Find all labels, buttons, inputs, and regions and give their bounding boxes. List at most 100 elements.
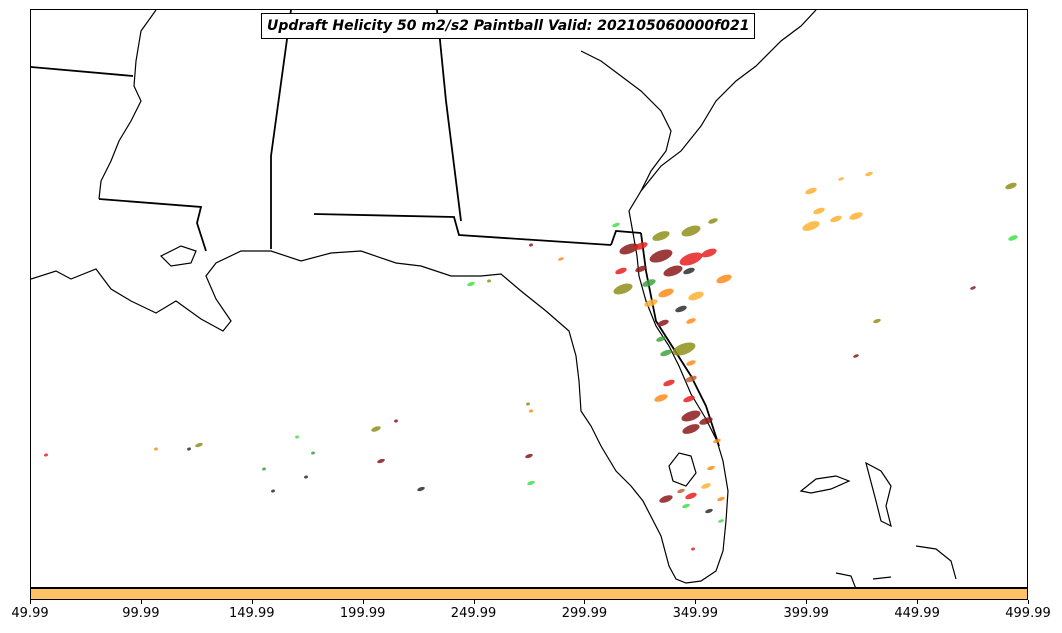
paintball-blob [657, 319, 669, 327]
paintball-blob [295, 435, 299, 439]
paintball-blob [865, 171, 873, 177]
paintball-blob [830, 215, 842, 223]
paintball-blob [619, 243, 639, 255]
colorbar-tick-mark [917, 600, 919, 604]
coastline-atlantic-north [580, 50, 672, 192]
paintball-blob [681, 410, 701, 422]
paintball-blob [377, 458, 385, 464]
paintball-blob [677, 488, 685, 494]
paintball-blob [705, 508, 713, 514]
colorbar-tick-label: 49.99 [11, 606, 49, 621]
paintball-blob [487, 279, 491, 283]
paintball-blob [813, 207, 825, 215]
paintball-blob [849, 212, 863, 220]
coastline-cuba [915, 545, 957, 580]
colorbar-tick-mark [30, 600, 31, 604]
colorbar-tick-mark [251, 600, 253, 604]
paintball-blob [271, 489, 275, 493]
paintball-blob [838, 177, 844, 181]
paintball-blob [529, 409, 533, 413]
colorbar-tick-mark [473, 600, 475, 604]
paintball-blob [675, 305, 687, 313]
paintball-blob [805, 187, 817, 195]
paintball-blob [659, 495, 673, 503]
paintball-blob [526, 402, 530, 406]
paintball-blob [527, 480, 535, 486]
paintball-blob [679, 252, 703, 266]
coastline-bahamas-1 [799, 475, 851, 494]
state-border-fl-east [640, 232, 720, 447]
colorbar-tick-mark [140, 600, 142, 604]
paintball-blob [371, 426, 381, 432]
colorbar-tick-mark [806, 600, 808, 604]
coastline-ms-river [98, 10, 157, 200]
paintball-blob [154, 447, 158, 451]
colorbar-tick-label: 99.99 [122, 606, 160, 621]
colorbar-tick-label: 399.99 [783, 606, 829, 621]
paintball-blob [688, 291, 704, 301]
paintball-blob [717, 496, 725, 502]
colorbar-tick-label: 149.99 [229, 606, 275, 621]
paintball-blob [699, 417, 713, 425]
paintball-blob [660, 349, 672, 357]
paintball-blob [970, 286, 976, 290]
colorbar-tick-label: 349.99 [672, 606, 719, 621]
paintball-blob [394, 419, 398, 423]
state-border-ms-la [98, 198, 207, 252]
paintball-blob [802, 221, 820, 231]
basemap [31, 10, 1018, 587]
paintball-blob [262, 467, 266, 471]
paintball-blob [686, 360, 696, 366]
paintball-blob [1005, 182, 1017, 190]
paintball-blob [644, 299, 658, 307]
colorbar-tick-label: 299.99 [561, 606, 608, 621]
coastline-keys [872, 576, 892, 580]
colorbar-tick-label: 499.99 [1005, 606, 1051, 621]
state-border-ga-fl [610, 230, 642, 246]
paintball-blob [683, 267, 695, 275]
paintball-blob [311, 451, 315, 455]
colorbar-tick-mark [1028, 600, 1029, 604]
lake-okeechobee [668, 452, 697, 487]
paintball-blob [529, 243, 533, 247]
paintball-blob [682, 424, 700, 434]
map-title: Updraft Helicity 50 m2/s2 Paintball Vali… [261, 13, 756, 39]
paintball-blob [853, 354, 859, 358]
paintball-blob [613, 283, 633, 295]
state-border-ms-al-north [31, 66, 134, 77]
paintball-blob [417, 486, 425, 492]
paintball-blob [708, 218, 718, 224]
paintball-blob [681, 225, 701, 237]
state-border-ms-al [270, 10, 292, 249]
paintball-blob [707, 465, 715, 471]
paintball-blob [691, 547, 695, 551]
paintball-blob [635, 265, 647, 273]
paintball-blob [685, 492, 697, 500]
paintball-blob [701, 248, 717, 258]
state-border-al-fl [313, 213, 612, 246]
colorbar-tick-label: 449.99 [894, 606, 940, 621]
paintball-blob [682, 503, 690, 509]
paintball-blob [649, 249, 673, 263]
colorbar [30, 588, 1028, 600]
paintball-blob [634, 242, 648, 250]
colorbar-tick-mark [695, 600, 697, 604]
paintball-blob [44, 453, 48, 457]
lake-pontchartrain [159, 245, 197, 267]
coastline-cuba-2 [835, 572, 856, 587]
map-panel [30, 9, 1028, 588]
colorbar-tick-label: 199.99 [339, 606, 386, 621]
paintball-blob [663, 379, 675, 387]
paintball-blob [642, 279, 656, 287]
paintball-blob [195, 442, 203, 448]
paintball-blob [685, 375, 697, 383]
paintball-blob [612, 222, 620, 228]
paintball-blob [558, 257, 564, 261]
paintball-blob [656, 336, 666, 342]
paintball-blob [701, 483, 711, 489]
paintball-blob [467, 281, 475, 287]
paintball-blob [713, 438, 721, 444]
paintball-blob [683, 395, 695, 403]
paintball-blob [672, 342, 696, 356]
paintball-blob [663, 265, 683, 277]
